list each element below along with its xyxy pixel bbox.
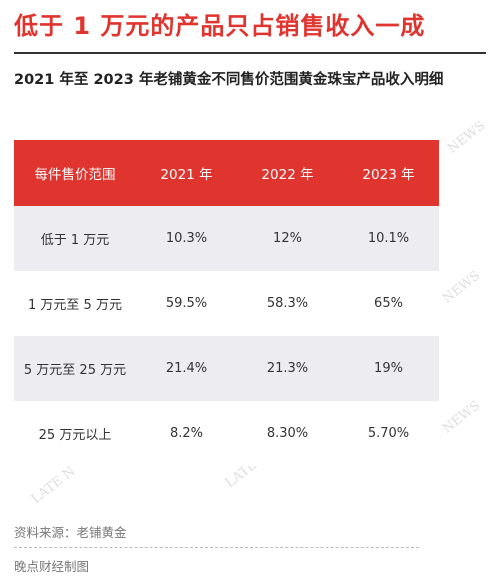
value-cell: 19% — [338, 336, 439, 401]
value-cell: 8.2% — [136, 401, 237, 466]
price-range-cell: 5 万元至 25 万元 — [14, 336, 136, 401]
price-range-cell: 25 万元以上 — [14, 401, 136, 466]
table-row: 5 万元至 25 万元 21.4% 21.3% 19% — [14, 336, 439, 401]
page-subtitle: 2021 年至 2023 年老铺黄金不同售价范围黄金珠宝产品收入明细 — [14, 72, 444, 88]
page-title: 低于 1 万元的产品只占销售收入一成 — [14, 12, 426, 40]
value-cell: 59.5% — [136, 271, 237, 336]
footer-divider — [14, 547, 419, 548]
price-range-cell: 1 万元至 5 万元 — [14, 271, 136, 336]
table-row: 1 万元至 5 万元 59.5% 58.3% 65% — [14, 271, 439, 336]
watermark: NEWS — [439, 398, 484, 437]
watermark: NEWS — [444, 118, 489, 157]
column-header: 每件售价范围 — [14, 140, 136, 206]
source-note: 资料来源：老铺黄金 — [14, 525, 127, 540]
column-header: 2023 年 — [338, 140, 439, 206]
value-cell: 58.3% — [237, 271, 338, 336]
value-cell: 10.1% — [338, 206, 439, 271]
column-header: 2021 年 — [136, 140, 237, 206]
value-cell: 65% — [338, 271, 439, 336]
watermark: LATE N — [28, 463, 79, 508]
value-cell: 21.4% — [136, 336, 237, 401]
table-row: 低于 1 万元 10.3% 12% 10.1% — [14, 206, 439, 271]
column-header: 2022 年 — [237, 140, 338, 206]
value-cell: 10.3% — [136, 206, 237, 271]
title-divider — [14, 52, 486, 54]
value-cell: 8.30% — [237, 401, 338, 466]
revenue-table: 每件售价范围 2021 年 2022 年 2023 年 低于 1 万元 10.3… — [14, 140, 439, 466]
value-cell: 5.70% — [338, 401, 439, 466]
credit-note: 晚点财经制图 — [14, 559, 90, 574]
price-range-cell: 低于 1 万元 — [14, 206, 136, 271]
table-row: 25 万元以上 8.2% 8.30% 5.70% — [14, 401, 439, 466]
value-cell: 12% — [237, 206, 338, 271]
watermark: NEWS — [439, 268, 484, 307]
value-cell: 21.3% — [237, 336, 338, 401]
table-header-row: 每件售价范围 2021 年 2022 年 2023 年 — [14, 140, 439, 206]
